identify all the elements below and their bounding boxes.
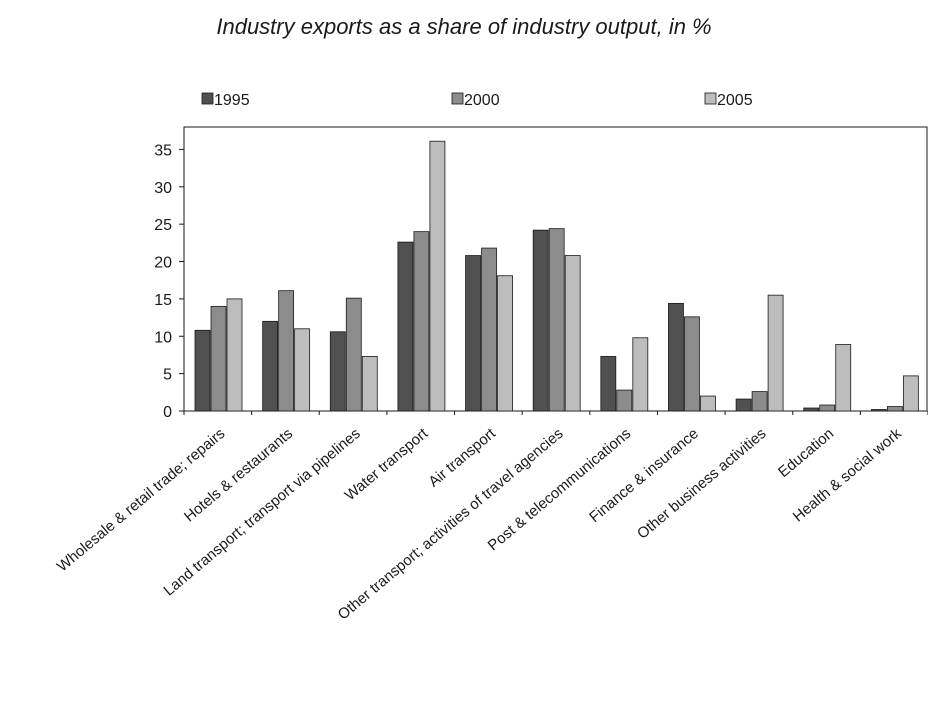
- x-category-label: Post & telecommunications: [485, 425, 635, 554]
- bar: [616, 389, 633, 412]
- y-tick-label: 0: [163, 404, 172, 421]
- bar: [345, 297, 362, 412]
- y-axis: 0 5 10 15 20 25 30 35: [154, 142, 184, 421]
- y-tick-label: 30: [154, 180, 172, 197]
- legend-swatch: [704, 92, 717, 105]
- bar: [700, 395, 716, 412]
- x-category-label: Finance & insurance: [586, 425, 702, 526]
- bar: [600, 356, 617, 412]
- legend-label: 2000: [464, 92, 500, 109]
- bar: [361, 356, 378, 412]
- bar: [413, 231, 430, 412]
- bar: [735, 398, 752, 412]
- bar: [767, 294, 784, 412]
- bar: [397, 241, 414, 412]
- bar: [564, 255, 581, 412]
- bar: [532, 229, 549, 412]
- x-axis: Wholesale & retail trade; repairsHotels …: [54, 411, 928, 623]
- bar: [751, 391, 768, 412]
- legend-swatch: [201, 92, 214, 105]
- bars: [194, 140, 919, 412]
- y-tick-label: 5: [163, 367, 172, 384]
- y-tick-label: 10: [154, 329, 172, 346]
- bar: [684, 316, 700, 412]
- bar: [262, 320, 279, 412]
- legend: 1995 2000 2005: [201, 92, 753, 109]
- bar: [886, 406, 903, 412]
- legend-swatch: [451, 92, 464, 105]
- bar: [632, 337, 649, 412]
- bar: [668, 302, 684, 412]
- bar: [835, 344, 852, 412]
- x-category-label: Education: [775, 425, 837, 481]
- bar: [803, 407, 820, 412]
- bar: [294, 328, 311, 412]
- bar: [226, 298, 243, 412]
- bar: [429, 140, 446, 412]
- bar: [870, 409, 887, 412]
- y-tick-label: 15: [154, 292, 172, 309]
- bar: [210, 305, 227, 412]
- x-category-label: Other business activities: [634, 425, 769, 543]
- bar: [194, 329, 211, 412]
- chart-title: Industry exports as a share of industry …: [216, 14, 712, 39]
- bar: [465, 255, 481, 412]
- bar: [819, 404, 836, 412]
- bar: [278, 290, 295, 412]
- y-tick-label: 20: [154, 255, 172, 272]
- x-category-label: Other transport; activities of travel ag…: [335, 425, 567, 623]
- legend-label: 2005: [717, 92, 753, 109]
- legend-label: 1995: [214, 92, 250, 109]
- y-tick-label: 35: [154, 142, 172, 159]
- bar: [481, 247, 497, 412]
- bar: [497, 275, 513, 412]
- bar: [902, 375, 919, 412]
- y-tick-label: 25: [154, 217, 172, 234]
- bar: [548, 228, 565, 412]
- bar: [329, 331, 346, 412]
